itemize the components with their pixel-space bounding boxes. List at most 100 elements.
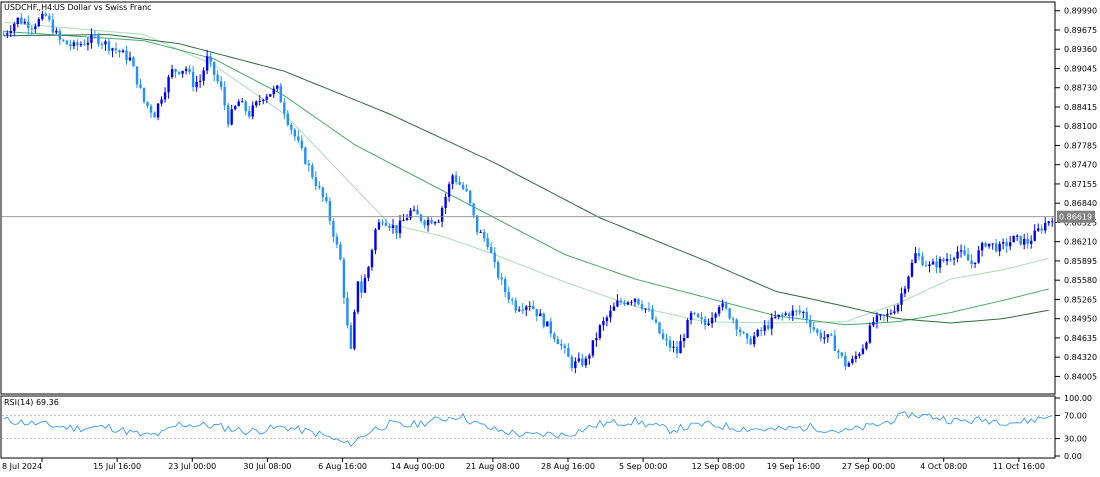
candle-body [416, 209, 419, 215]
candle-body [784, 313, 787, 315]
candle-body [16, 17, 19, 24]
candle-body [269, 94, 272, 97]
candle-body [689, 312, 693, 321]
candle-body [398, 220, 402, 234]
candle-body [216, 74, 219, 82]
candle-body [623, 302, 626, 305]
candle-body [118, 50, 121, 53]
price-tick-label: 0.86840 [1064, 199, 1097, 208]
candle-body [844, 355, 847, 367]
candle-body [910, 262, 914, 277]
time-axis: 8 Jul 2024 15 Jul 16:00 23 Jul 00:00 30 Jul… [2, 458, 1045, 471]
candle-body [819, 332, 823, 339]
candle-body [521, 309, 524, 311]
candle-body [121, 50, 125, 53]
candle-body [840, 352, 844, 356]
candle-body [619, 300, 623, 303]
candle-body [665, 338, 668, 341]
candle-body [226, 105, 230, 125]
candle-body [48, 15, 51, 20]
candle-body [423, 221, 426, 226]
candle-body [1015, 235, 1019, 237]
candle-body [23, 21, 26, 24]
candle-body [62, 39, 65, 41]
candle-body [735, 319, 738, 330]
candle-body [156, 103, 160, 118]
candle-body [258, 101, 261, 103]
candle-body [847, 363, 851, 367]
candle-body [149, 105, 153, 113]
candle-body [332, 220, 335, 237]
candle-body [461, 184, 465, 189]
time-tick-label: 8 Jul 2024 [2, 462, 42, 471]
candle-body [125, 50, 128, 61]
candle-body [174, 69, 177, 72]
candle-body [714, 313, 717, 318]
candle-body [272, 88, 275, 95]
candle-body [514, 300, 517, 311]
candle-body [556, 339, 560, 345]
candle-body [616, 300, 619, 307]
chart-symbol: USDCHF.,H4: [4, 3, 55, 12]
candle-body [942, 258, 945, 262]
candle-body [728, 308, 731, 319]
time-tick-label: 21 Aug 08:00 [466, 462, 520, 471]
candle-body [935, 261, 938, 268]
candle-body [433, 222, 437, 224]
candle-body [647, 308, 651, 310]
candle-body [837, 350, 840, 353]
candle-body [34, 26, 37, 30]
candle-body [931, 261, 935, 265]
candle-body [504, 279, 507, 293]
candle-body [567, 347, 570, 357]
candle-body [202, 70, 205, 81]
candle-body [76, 42, 79, 46]
candle-body [949, 259, 952, 261]
candle-body [30, 28, 34, 30]
price-tick-label: 0.84950 [1064, 315, 1097, 324]
candle-body [286, 113, 289, 125]
current-price-marker: 0.86619 [2, 210, 1095, 223]
price-pane-frame [0, 1, 1056, 395]
candle-body [468, 190, 472, 204]
candle-body [367, 267, 370, 278]
candle-body [707, 323, 710, 326]
time-tick-label: 4 Oct 08:00 [920, 462, 967, 471]
candle-body [854, 355, 858, 359]
candle-body [451, 175, 454, 185]
candle-body [58, 30, 62, 40]
candle-body [791, 310, 794, 317]
candle-body [973, 262, 977, 265]
candle-body [276, 85, 279, 89]
candle-body [339, 244, 342, 260]
candle-body [163, 92, 167, 100]
candle-body [893, 311, 896, 314]
candle-body [511, 299, 514, 301]
candle-body [412, 209, 416, 211]
price-tick-label: 0.88415 [1064, 103, 1097, 112]
candle-body [679, 341, 682, 354]
candle-body [770, 317, 773, 329]
candle-body [500, 277, 503, 280]
candle-body [132, 57, 135, 67]
candle-body [356, 281, 360, 312]
candle-body [830, 334, 833, 336]
candle-body [956, 251, 959, 259]
candle-body [360, 281, 363, 293]
candle-body [777, 314, 780, 317]
candle-body [100, 44, 104, 46]
candle-body [1033, 230, 1036, 241]
candle-body [349, 325, 353, 349]
candle-body [609, 310, 612, 318]
candle-body [924, 265, 928, 267]
candle-body [875, 315, 879, 322]
candle-body [142, 87, 146, 102]
candle-body [872, 321, 875, 326]
price-tick-label: 0.84320 [1064, 353, 1097, 362]
candle-body [938, 258, 942, 268]
current-price-label-bg [1057, 210, 1095, 223]
candle-body [637, 298, 640, 305]
time-tick-label: 5 Sep 00:00 [619, 462, 667, 471]
candle-body [651, 309, 654, 320]
